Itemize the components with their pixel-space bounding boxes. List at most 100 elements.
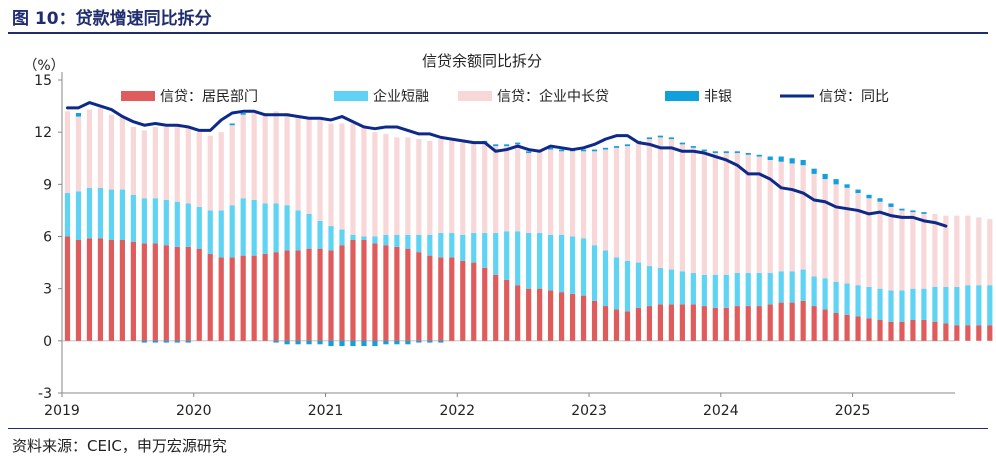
bar-medium-long-term-corporate: [657, 137, 664, 268]
bar-medium-long-term-corporate: [888, 206, 894, 291]
bar-household: [141, 243, 147, 341]
bar-household: [372, 243, 378, 341]
bar-short-term-corporate: [97, 187, 104, 239]
bar-household: [328, 250, 334, 341]
bar-medium-long-term-corporate: [405, 137, 411, 235]
bar-household: [548, 290, 554, 341]
bar-household: [163, 245, 169, 341]
bar-household: [569, 293, 576, 341]
bar-non-bank: [778, 156, 784, 162]
bar-non-bank: [394, 340, 400, 345]
bar-household: [185, 246, 191, 341]
bar-short-term-corporate: [767, 273, 773, 305]
legend: 信贷：居民部门 企业短融 信贷：企业中长贷 非银 信贷：同比: [121, 88, 889, 105]
bar-medium-long-term-corporate: [679, 144, 685, 272]
x-tick-label: 2019: [44, 403, 80, 419]
legend-label: 企业短融: [373, 88, 429, 105]
bar-household: [635, 307, 642, 341]
bar-non-bank: [515, 142, 521, 145]
bar-non-bank: [822, 173, 828, 180]
bar-medium-long-term-corporate: [987, 219, 993, 286]
bar-non-bank: [152, 340, 158, 343]
bar-medium-long-term-corporate: [921, 213, 927, 289]
bar-medium-long-term-corporate: [569, 151, 576, 237]
bar-household: [471, 262, 477, 341]
bar-medium-long-term-corporate: [416, 139, 422, 235]
figure-title: 图 10：贷款增速同比拆分: [12, 9, 212, 29]
bar-non-bank: [844, 184, 850, 188]
bar-short-term-corporate: [690, 273, 696, 305]
bar-short-term-corporate: [306, 213, 312, 249]
x-tick-label: 2020: [176, 403, 212, 419]
bar-short-term-corporate: [372, 236, 378, 244]
bar-medium-long-term-corporate: [218, 132, 224, 211]
bar-medium-long-term-corporate: [789, 163, 795, 272]
bar-non-bank: [613, 146, 620, 148]
bar-non-bank: [745, 153, 751, 155]
bar-short-term-corporate: [679, 271, 685, 305]
bar-medium-long-term-corporate: [361, 125, 367, 237]
bar-short-term-corporate: [800, 269, 806, 301]
bar-short-term-corporate: [734, 273, 740, 307]
bar-non-bank: [405, 340, 411, 345]
bar-household: [855, 316, 861, 341]
bar-short-term-corporate: [383, 234, 389, 246]
bar-non-bank: [679, 142, 685, 145]
bar-household: [668, 304, 674, 341]
bar-household: [811, 306, 817, 341]
bar-short-term-corporate: [943, 286, 949, 324]
bar-medium-long-term-corporate: [163, 126, 169, 200]
bar-short-term-corporate: [602, 250, 609, 307]
bar-medium-long-term-corporate: [174, 126, 180, 202]
bar-medium-long-term-corporate: [504, 146, 510, 232]
bar-household: [580, 295, 587, 341]
bar-medium-long-term-corporate: [624, 146, 631, 261]
bar-medium-long-term-corporate: [537, 151, 543, 234]
bar-medium-long-term-corporate: [602, 149, 609, 251]
bar-medium-long-term-corporate: [130, 126, 136, 195]
bar-non-bank: [789, 158, 795, 164]
legend-item: 信贷：同比: [780, 89, 889, 105]
bar-household: [306, 248, 312, 341]
bar-short-term-corporate: [526, 233, 532, 289]
bar-medium-long-term-corporate: [196, 132, 202, 207]
bar-household: [756, 306, 762, 341]
bar-medium-long-term-corporate: [306, 118, 312, 214]
bar-non-bank: [723, 151, 729, 154]
bar-short-term-corporate: [361, 236, 367, 240]
bar-medium-long-term-corporate: [822, 179, 828, 279]
bar-non-bank: [416, 340, 422, 343]
bar-non-bank: [624, 144, 631, 147]
bar-medium-long-term-corporate: [910, 212, 916, 289]
bar-medium-long-term-corporate: [141, 130, 147, 199]
y-tick-label: 0: [43, 334, 52, 350]
y-tick-label: 9: [43, 177, 52, 193]
bar-short-term-corporate: [86, 187, 93, 239]
bar-non-bank: [734, 151, 740, 154]
bar-household: [438, 257, 444, 341]
bar-non-bank: [558, 149, 565, 152]
bar-household: [218, 257, 224, 341]
bar-non-bank: [910, 210, 916, 213]
bar-household: [822, 309, 828, 341]
bar-medium-long-term-corporate: [97, 107, 104, 188]
bar-short-term-corporate: [339, 229, 345, 246]
bar-medium-long-term-corporate: [943, 215, 949, 287]
y-tick-label: -3: [38, 386, 52, 402]
bar-household: [64, 236, 71, 341]
source-note: 资料来源：CEIC，申万宏源研究: [12, 437, 227, 455]
bar-household: [416, 252, 422, 341]
bar-medium-long-term-corporate: [558, 151, 565, 235]
bar-medium-long-term-corporate: [778, 161, 784, 272]
bar-short-term-corporate: [745, 273, 751, 307]
bar-household: [174, 246, 180, 341]
bar-medium-long-term-corporate: [350, 123, 356, 235]
bar-non-bank: [141, 340, 147, 343]
bar-short-term-corporate: [712, 274, 718, 308]
legend-item: 信贷：企业中长贷: [458, 88, 609, 105]
bar-household: [240, 255, 246, 341]
bar-household: [295, 250, 301, 341]
x-tick-label: 2021: [308, 403, 344, 419]
bar-non-bank: [921, 212, 927, 214]
bar-short-term-corporate: [427, 234, 433, 256]
